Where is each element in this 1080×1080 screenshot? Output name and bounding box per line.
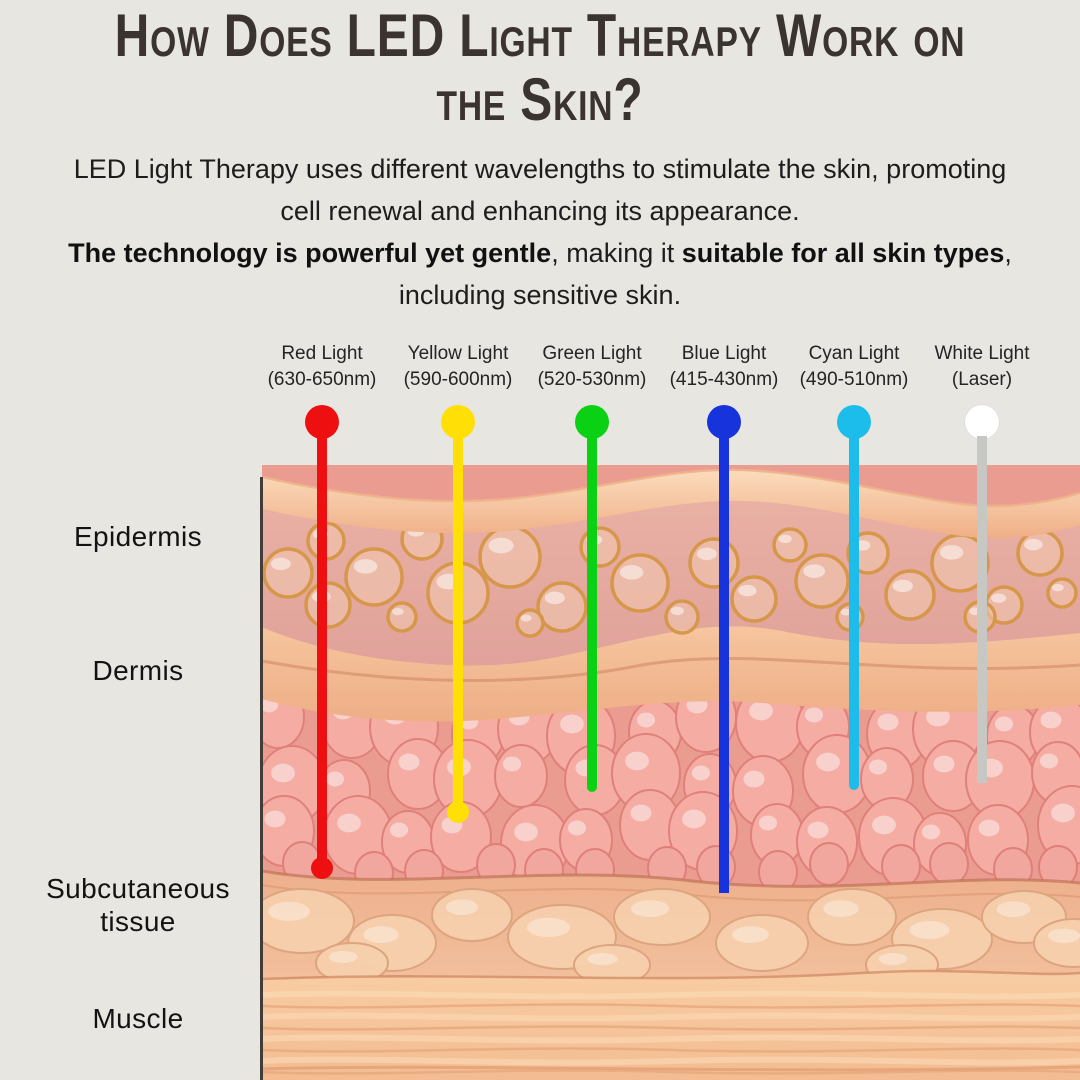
intro-end: , xyxy=(1004,238,1012,268)
subcutaneous-tissue-label: Subcutaneous tissue xyxy=(46,873,230,937)
skin-cross-section-illustration xyxy=(262,465,1080,1080)
skin-surface-band xyxy=(262,469,1080,538)
intro-bold-2: suitable for all skin types xyxy=(681,238,1005,268)
intro-mid: , making it xyxy=(551,238,682,268)
red-light-label: Red Light (630-650nm) xyxy=(237,341,407,393)
white-light-name: White Light xyxy=(934,343,1030,364)
red-light-wavelength: (630-650nm) xyxy=(267,369,377,390)
muscle-fibers xyxy=(262,990,1080,1075)
intro-paragraph: LED Light Therapy uses different wavelen… xyxy=(0,148,1080,316)
cyan-light-wavelength: (490-510nm) xyxy=(799,369,909,390)
blue-light-pin-stem xyxy=(719,436,729,893)
green-light-wavelength: (520-530nm) xyxy=(537,369,647,390)
green-light-name: Green Light xyxy=(542,343,642,364)
basal-band xyxy=(262,626,1080,722)
intro-line-2: cell renewal and enhancing its appearanc… xyxy=(280,196,800,226)
yellow-light-label: Yellow Light (590-600nm) xyxy=(373,341,543,393)
cyan-light-pin-stem xyxy=(849,436,859,790)
subcut-muscle-boundary xyxy=(262,969,1080,981)
intro-line-3: The technology is powerful yet gentle, m… xyxy=(0,232,1080,274)
dermis-label: Dermis xyxy=(92,655,184,686)
red-light-pin-stem xyxy=(317,436,327,868)
intro-line-4: including sensitive skin. xyxy=(398,280,682,310)
title-line-2: the Skin? xyxy=(436,66,644,133)
yellow-light-name: Yellow Light xyxy=(407,343,509,364)
green-light-label: Green Light (520-530nm) xyxy=(507,341,677,393)
dermis-subcut-boundary xyxy=(262,869,1080,888)
red-light-pin-head xyxy=(305,405,339,439)
cyan-light-name: Cyan Light xyxy=(808,343,900,364)
blue-light-wavelength: (415-430nm) xyxy=(669,369,779,390)
red-light-pin-tip xyxy=(311,857,333,879)
white-light-label: White Light (Laser) xyxy=(897,341,1067,393)
yellow-light-pin-head xyxy=(441,405,475,439)
cyan-light-label: Cyan Light (490-510nm) xyxy=(769,341,939,393)
red-light-name: Red Light xyxy=(281,343,363,364)
yellow-light-pin-tip xyxy=(447,801,469,823)
skin-surface-edge xyxy=(262,468,1080,508)
title-line-1: How Does LED Light Therapy Work on xyxy=(114,2,966,69)
white-light-pin-head xyxy=(965,405,999,439)
blue-light-pin-head xyxy=(707,405,741,439)
epidermis-label: Epidermis xyxy=(73,521,203,552)
white-light-wavelength: (Laser) xyxy=(951,369,1013,390)
green-light-pin-stem xyxy=(587,436,597,792)
yellow-light-pin-stem xyxy=(453,436,463,812)
green-light-pin-head xyxy=(575,405,609,439)
yellow-light-wavelength: (590-600nm) xyxy=(403,369,513,390)
page-title: How Does LED Light Therapy Work on the S… xyxy=(0,4,1080,132)
illustration-left-border xyxy=(260,477,263,1080)
intro-bold-1: The technology is powerful yet gentle xyxy=(68,238,552,268)
basal-band-line xyxy=(262,657,1080,682)
intro-line-1: LED Light Therapy uses different wavelen… xyxy=(73,154,1007,184)
white-light-pin-stem xyxy=(977,436,987,783)
blue-light-label: Blue Light (415-430nm) xyxy=(639,341,809,393)
cyan-light-pin-head xyxy=(837,405,871,439)
blue-light-name: Blue Light xyxy=(681,343,767,364)
muscle-label: Muscle xyxy=(92,1003,184,1034)
